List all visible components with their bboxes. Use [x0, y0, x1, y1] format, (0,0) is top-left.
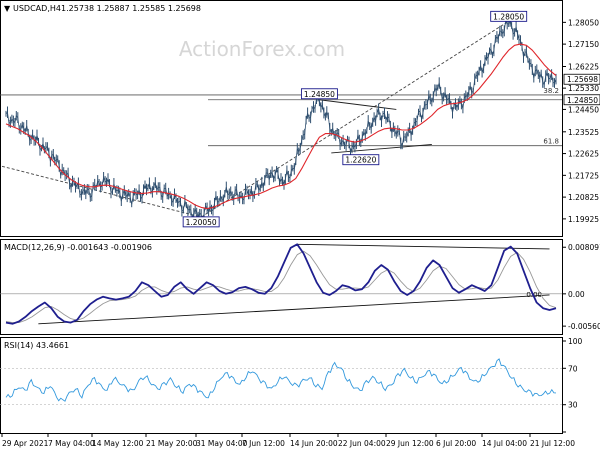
x-tick-label: 21 May 20:00: [146, 439, 198, 448]
macd-tick-label: 0.00: [568, 290, 585, 299]
x-tick-label: 14 May 12:00: [92, 439, 144, 448]
price-annotation-box: [300, 88, 338, 100]
ma-line: [5, 43, 557, 210]
macd-current-value: 0.00: [526, 291, 542, 299]
rsi-lines: [5, 358, 557, 402]
level-label: 1.24850: [567, 96, 598, 105]
macd-current-value: 0.00: [526, 291, 542, 299]
price-tick-label: 1.28050: [568, 18, 599, 27]
price-tick-label: 1.19925: [568, 215, 599, 224]
price-ohlc: 1.25738 1.25887 1.25585 1.25698: [61, 4, 201, 13]
price-title: USDCAD,H4: [13, 4, 61, 13]
price-tick-label: 1.22625: [568, 150, 599, 159]
price-tick-label: 1.25330: [568, 84, 599, 93]
current-price-box: [563, 73, 600, 85]
fib-level-label: 61.8: [543, 138, 559, 146]
macd-main-line: [5, 243, 557, 325]
rsi-tick-label: 100: [568, 337, 583, 346]
rsi-tick-label: 70: [568, 364, 578, 373]
price-annotation-box: [490, 10, 528, 22]
rising-trendline: [200, 20, 509, 218]
rsi-title: RSI(14) 43.4661: [4, 341, 69, 350]
macd-signal-line: [5, 250, 557, 324]
price-tick-label: 1.26225: [568, 62, 599, 71]
macd-panel: [0, 239, 563, 335]
x-tick-label: 29 Jun 12:00: [386, 439, 434, 448]
price-tick-label: 1.21725: [568, 171, 599, 180]
price-annotation-label: 1.20050: [186, 218, 217, 227]
rsi-panel: [0, 337, 563, 434]
price-annotation-label: 1.22620: [345, 156, 376, 165]
price-tick-label: 1.24450: [568, 105, 599, 114]
macd-tick-label: -0.005608: [568, 322, 600, 331]
price-annotation-box: [182, 216, 220, 228]
watermark: ActionForex.com: [179, 37, 345, 61]
price-annotations: 1.28050 1.24850 1.22620 1.20050: [182, 10, 528, 228]
price-tick-label: 1.27150: [568, 40, 599, 49]
macd-axis: 0.0080910.00-0.0056080.000.00: [0, 243, 600, 331]
x-tick-label: 7 May 04:00: [48, 439, 95, 448]
price-tick-label: 1.23525: [568, 128, 599, 137]
x-tick-label: 21 Jul 12:00: [530, 439, 575, 448]
rsi-axis: 100 70 30: [0, 337, 583, 433]
moving-average: [5, 43, 557, 210]
price-axis: 1.28050 1.27150 1.26225 1.25330 1.24450 1.235…: [562, 18, 600, 224]
x-tick-label: 14 Jul 04:00: [482, 439, 527, 448]
level-label-box: [563, 94, 600, 106]
wedge-upper-line: [319, 99, 397, 110]
price-annotation-label: 1.24850: [304, 90, 335, 99]
price-trendlines: [1, 20, 509, 218]
price-line: [5, 18, 557, 222]
rsi-tick-label: 30: [568, 401, 578, 410]
symbol-marker-icon: ▼: [4, 4, 11, 13]
x-tick-label: 31 May 04:00: [196, 439, 248, 448]
price-annotation-box: [342, 154, 380, 166]
wedge-lower-line: [331, 144, 432, 154]
macd-lines: [5, 243, 557, 325]
x-tick-label: 6 Jul 20:00: [436, 439, 476, 448]
price-annotation-label: 1.28050: [493, 12, 524, 21]
price-panel: [0, 0, 563, 237]
current-price-label: 1.25698: [567, 75, 598, 84]
x-tick-label: 29 Apr 2021: [2, 439, 49, 448]
price-tick-label: 1.20825: [568, 193, 599, 202]
rsi-line: [5, 358, 557, 402]
x-tick-label: 22 Jun 04:00: [338, 439, 386, 448]
macd-title: MACD(12,26,9) -0.001643 -0.001906: [4, 243, 152, 252]
falling-trendline: [1, 165, 202, 218]
x-tick-label: 7 Jun 12:00: [242, 439, 285, 448]
macd-support-trendline: [38, 294, 550, 325]
x-tick-label: 14 Jun 20:00: [290, 439, 338, 448]
fib-level-label: 38.2: [543, 87, 559, 95]
macd-tick-label: 0.008091: [568, 243, 600, 252]
